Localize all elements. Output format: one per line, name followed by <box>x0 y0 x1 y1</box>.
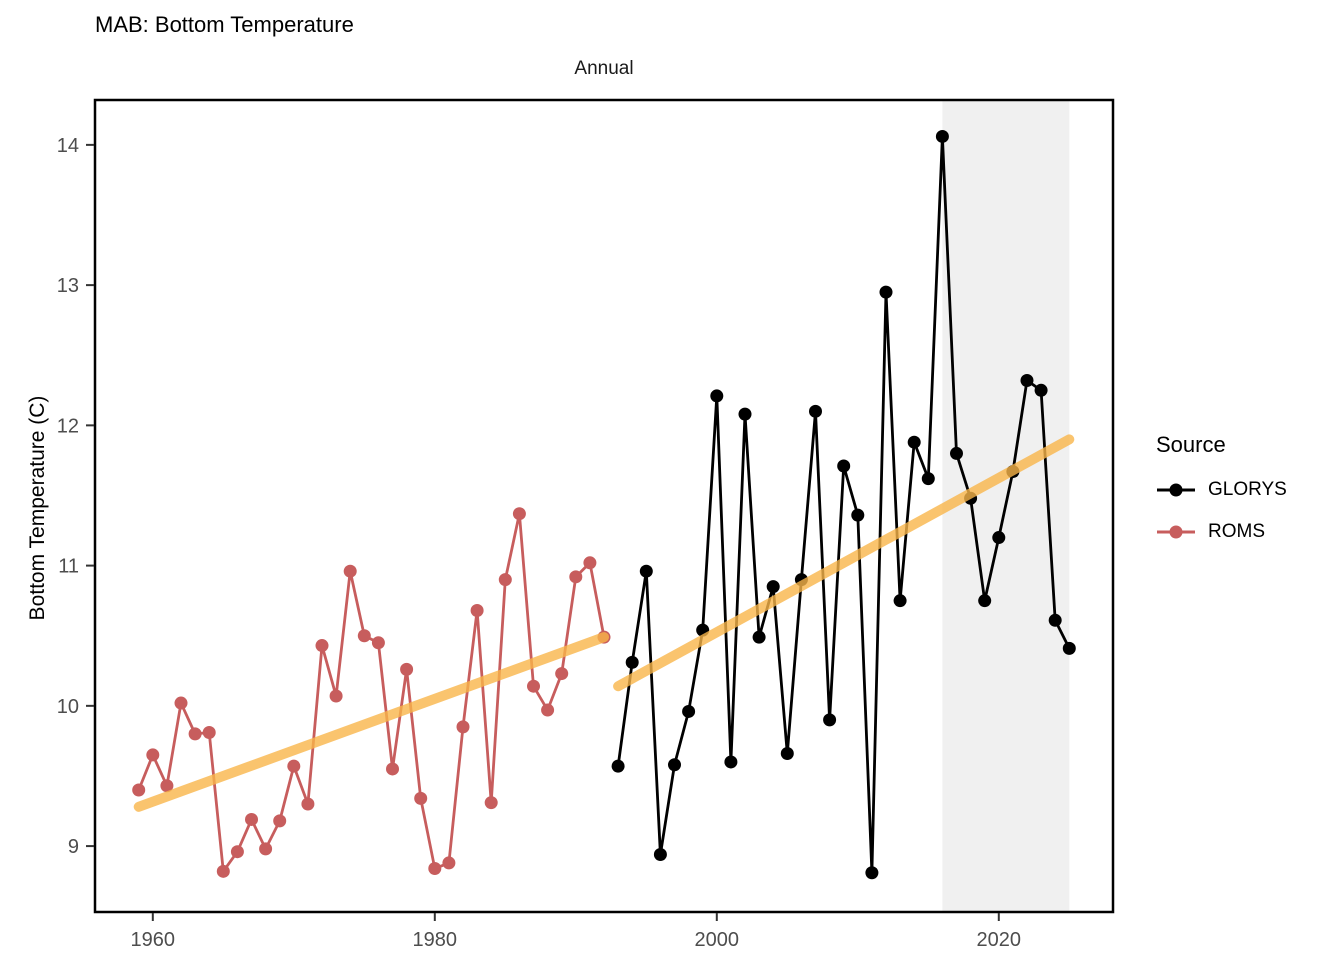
data-point-glorys <box>978 594 992 608</box>
data-point-glorys <box>611 759 625 773</box>
data-point-roms <box>230 845 244 859</box>
legend-key-glorys-icon <box>1157 483 1195 497</box>
y-tick-label: 10 <box>57 696 79 718</box>
data-point-glorys <box>935 129 949 143</box>
data-point-glorys <box>724 755 738 769</box>
data-point-roms <box>498 573 512 587</box>
data-point-glorys <box>1034 383 1048 397</box>
data-point-roms <box>583 556 597 570</box>
legend-title: Source <box>1156 432 1226 457</box>
legend: Source GLORYS ROMS <box>1156 432 1341 562</box>
x-tick-label: 1980 <box>413 929 458 951</box>
data-point-glorys <box>893 594 907 608</box>
data-point-roms <box>174 696 188 710</box>
data-point-glorys <box>865 866 879 880</box>
chart-title: MAB: Bottom Temperature <box>95 12 354 37</box>
legend-entry-roms: ROMS <box>1156 520 1341 544</box>
x-tick-label: 1960 <box>131 929 176 951</box>
data-point-roms <box>400 662 414 676</box>
data-point-roms <box>414 791 428 805</box>
series-line-roms <box>137 512 606 873</box>
data-point-roms <box>315 639 329 653</box>
chart-subtitle: Annual <box>574 58 634 79</box>
data-point-glorys <box>1020 373 1034 387</box>
legend-label-glorys: GLORYS <box>1208 479 1287 500</box>
y-tick-label: 11 <box>58 556 79 578</box>
data-point-roms <box>527 679 541 693</box>
data-point-glorys <box>879 285 893 299</box>
data-point-glorys <box>653 848 667 862</box>
data-point-roms <box>456 720 470 734</box>
data-point-roms <box>259 842 273 856</box>
data-point-roms <box>287 759 301 773</box>
data-point-glorys <box>780 747 794 761</box>
y-tick-label: 9 <box>68 836 79 858</box>
y-axis-title: Bottom Temperature (C) <box>26 395 49 621</box>
data-point-roms <box>329 689 343 703</box>
data-point-roms <box>245 812 259 826</box>
data-point-roms <box>343 564 357 578</box>
data-point-roms <box>216 864 230 878</box>
legend-key-dot <box>1169 525 1183 539</box>
data-point-roms <box>484 796 498 810</box>
data-point-glorys <box>823 713 837 727</box>
data-point-roms <box>569 570 583 584</box>
data-point-glorys <box>682 704 696 718</box>
data-point-roms <box>386 762 400 776</box>
panel-frame <box>93 98 1115 914</box>
data-point-roms <box>273 814 287 828</box>
data-point-roms <box>442 856 456 870</box>
x-tick-label: 2000 <box>695 929 740 951</box>
data-point-glorys <box>625 655 639 669</box>
data-point-glorys <box>808 404 822 418</box>
data-point-roms <box>132 783 146 797</box>
data-point-roms <box>146 748 160 762</box>
data-point-glorys <box>851 508 865 522</box>
trend-line-roms <box>133 632 609 812</box>
data-point-roms <box>188 727 202 741</box>
data-point-glorys <box>921 472 935 486</box>
data-point-roms <box>357 629 371 643</box>
data-point-roms <box>371 636 385 650</box>
y-tick-label: 14 <box>57 135 79 157</box>
trend-line-glorys <box>613 434 1075 692</box>
data-point-glorys <box>667 758 681 772</box>
data-point-glorys <box>837 459 851 473</box>
data-point-glorys <box>738 407 752 421</box>
legend-key-dot <box>1169 483 1183 497</box>
legend-entry-glorys: GLORYS <box>1156 478 1341 502</box>
legend-label-roms: ROMS <box>1208 521 1265 542</box>
data-point-roms <box>202 725 216 739</box>
y-tick-label: 13 <box>57 275 79 297</box>
data-point-glorys <box>710 389 724 403</box>
data-point-roms <box>541 703 555 717</box>
data-point-glorys <box>1048 613 1062 627</box>
x-tick-label: 2020 <box>977 929 1022 951</box>
data-point-roms <box>160 779 174 793</box>
data-point-glorys <box>992 531 1006 545</box>
data-point-glorys <box>1062 641 1076 655</box>
data-point-roms <box>428 862 442 876</box>
data-point-glorys <box>907 435 921 449</box>
data-point-roms <box>512 507 526 521</box>
data-point-roms <box>470 603 484 617</box>
data-point-glorys <box>766 580 780 594</box>
y-tick-label: 12 <box>57 415 79 437</box>
data-point-roms <box>555 667 569 681</box>
data-point-glorys <box>639 564 653 578</box>
data-point-glorys <box>752 630 766 644</box>
legend-key-roms-icon <box>1157 525 1195 539</box>
data-point-glorys <box>949 446 963 460</box>
data-point-roms <box>301 797 315 811</box>
